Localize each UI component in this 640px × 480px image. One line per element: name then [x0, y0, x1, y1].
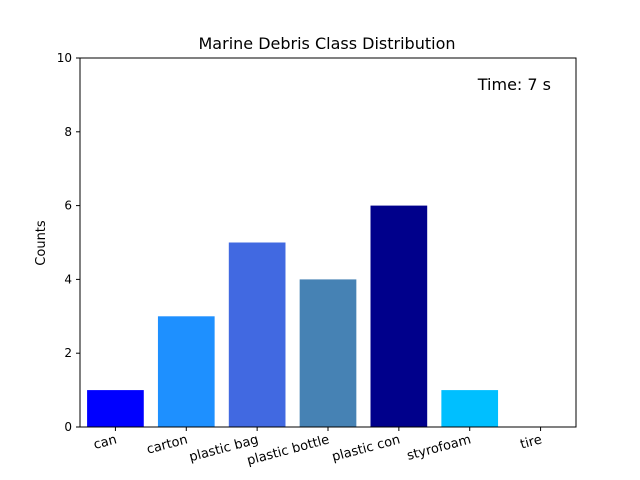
x-tick-label: tire: [519, 432, 544, 452]
bar-styrofoam: [441, 390, 499, 427]
y-tick-label: 8: [64, 125, 72, 139]
y-tick-label: 4: [64, 272, 72, 286]
y-tick-label: 10: [57, 51, 72, 65]
bar-plastic-bottle: [299, 279, 357, 427]
x-tick-label: plastic con: [330, 432, 401, 465]
bar-plastic-bag: [228, 242, 286, 427]
x-tick-label: styrofoam: [405, 432, 472, 464]
chart-title: Marine Debris Class Distribution: [199, 34, 456, 53]
y-tick-label: 6: [64, 199, 72, 213]
bar-carton: [157, 316, 215, 427]
y-axis-label: Counts: [34, 220, 49, 266]
x-tick-label: can: [92, 432, 118, 453]
bar-plastic-con: [370, 205, 428, 427]
x-tick-label: plastic bottle: [245, 432, 331, 468]
time-annotation: Time: 7 s: [477, 75, 551, 94]
x-tick-label: carton: [145, 432, 189, 457]
bar-can: [87, 390, 144, 427]
y-tick-label: 2: [64, 346, 72, 360]
y-tick-label: 0: [64, 420, 72, 434]
